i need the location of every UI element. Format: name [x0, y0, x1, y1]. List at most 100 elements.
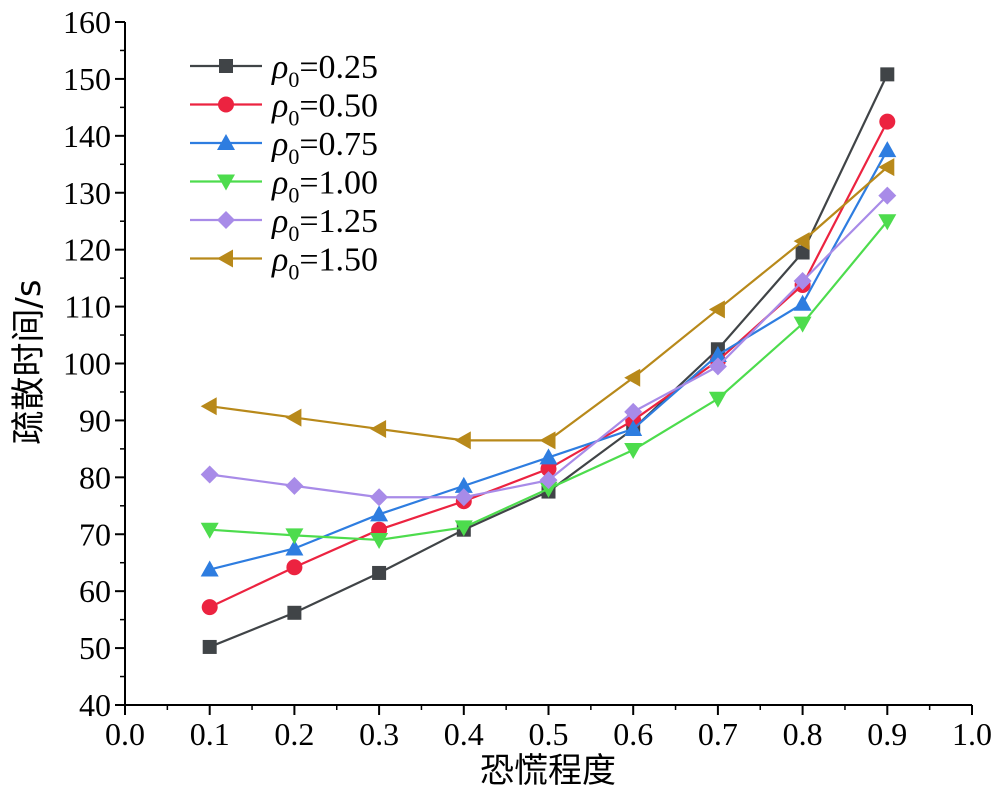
data-point: [370, 532, 389, 549]
data-point: [200, 465, 219, 484]
legend-value: =0.75: [299, 126, 378, 163]
x-tick-label: 0.4: [444, 716, 484, 752]
data-point: [793, 271, 812, 290]
data-point: [200, 560, 219, 577]
data-point: [454, 431, 471, 450]
series-6: [200, 158, 895, 450]
legend-marker: [217, 134, 235, 150]
y-tick-label: 130: [63, 175, 111, 211]
y-tick-label: 70: [79, 516, 111, 552]
legend-symbol: ρ: [271, 203, 288, 240]
y-tick-label: 120: [63, 232, 111, 268]
y-tick-label: 90: [79, 402, 111, 438]
data-point: [370, 419, 387, 438]
data-point: [795, 245, 810, 260]
x-tick-label: 0.3: [359, 716, 399, 752]
data-point: [285, 539, 304, 556]
data-point: [454, 476, 473, 493]
legend-symbol: ρ: [271, 49, 288, 86]
x-tick-label: 0.7: [698, 716, 738, 752]
y-tick-label: 50: [79, 630, 111, 666]
y-axis-title: 疏散时间/s: [9, 279, 49, 444]
data-point: [880, 67, 895, 82]
legend-value: =1.25: [299, 203, 378, 240]
legend-symbol: ρ: [271, 165, 288, 202]
y-tick-label: 60: [79, 573, 111, 609]
legend-item-1: ρ0=0.25: [190, 49, 378, 92]
legend-label: ρ0=1.25: [271, 203, 378, 246]
y-tick-label: 110: [64, 289, 111, 325]
data-point: [624, 419, 643, 436]
legend-label: ρ0=1.50: [271, 242, 378, 285]
data-point: [539, 471, 558, 490]
data-point: [793, 232, 810, 251]
y-tick-label: 100: [63, 346, 111, 382]
data-point: [202, 639, 217, 654]
legend-subscript: 0: [288, 144, 299, 169]
data-point: [878, 186, 897, 205]
legend-subscript: 0: [288, 221, 299, 246]
legend-marker: [217, 249, 233, 268]
legend-value: =1.00: [299, 165, 378, 202]
data-point: [285, 476, 304, 495]
legend-subscript: 0: [288, 67, 299, 92]
data-point: [539, 431, 556, 450]
data-point: [539, 448, 558, 465]
x-tick-label: 0.1: [190, 716, 230, 752]
data-point: [878, 214, 897, 231]
legend-subscript: 0: [288, 106, 299, 131]
x-tick-label: 0.0: [105, 716, 145, 752]
data-point: [454, 488, 473, 507]
data-point: [878, 141, 897, 158]
y-tick-label: 150: [63, 61, 111, 97]
data-point: [287, 605, 302, 620]
x-tick-label: 0.9: [867, 716, 907, 752]
data-point: [286, 559, 303, 576]
legend-symbol: ρ: [271, 88, 288, 125]
legend-item-2: ρ0=0.50: [190, 88, 378, 131]
legend-value: =0.25: [299, 49, 378, 86]
legend-item-6: ρ0=1.50: [190, 242, 378, 285]
data-point: [624, 402, 643, 421]
legend-label: ρ0=0.50: [271, 88, 378, 131]
data-point: [624, 368, 641, 387]
legend-label: ρ0=0.25: [271, 49, 378, 92]
data-point: [879, 113, 896, 130]
x-axis-title: 恐慌程度: [480, 751, 616, 791]
data-point: [285, 528, 304, 545]
data-point: [624, 443, 643, 460]
data-point: [708, 357, 727, 376]
legend-label: ρ0=0.75: [271, 126, 378, 169]
data-point: [454, 520, 473, 537]
data-point: [539, 481, 558, 498]
data-point: [201, 599, 218, 616]
data-point: [372, 565, 387, 580]
legend-item-5: ρ0=1.25: [190, 203, 378, 246]
data-point: [370, 488, 389, 507]
data-point: [793, 316, 812, 333]
legend-value: =0.50: [299, 88, 378, 125]
y-tick-label: 140: [63, 118, 111, 154]
legend: ρ0=0.25ρ0=0.50ρ0=0.75ρ0=1.00ρ0=1.25ρ0=1.…: [190, 49, 378, 285]
series-5: [200, 186, 897, 507]
legend-symbol: ρ: [271, 126, 288, 163]
data-point: [793, 294, 812, 311]
y-tick-label: 40: [79, 687, 111, 723]
data-point: [708, 345, 727, 362]
y-tick-label: 160: [63, 4, 111, 40]
y-tick-label: 80: [79, 459, 111, 495]
data-point: [708, 391, 727, 408]
legend-marker: [219, 59, 233, 73]
legend-value: =1.50: [299, 242, 378, 279]
legend-marker: [217, 211, 235, 229]
x-tick-label: 0.2: [274, 716, 314, 752]
data-point: [370, 505, 389, 522]
series-layer: [200, 67, 897, 654]
data-point: [540, 460, 557, 477]
axes: 40 50 60 70 80 90 100 110 120 130 140 150 160 0.0 0.1 0…: [63, 4, 992, 752]
data-point: [285, 408, 302, 427]
x-tick-label: 0.5: [529, 716, 569, 752]
legend-subscript: 0: [288, 183, 299, 208]
legend-subscript: 0: [288, 260, 299, 285]
